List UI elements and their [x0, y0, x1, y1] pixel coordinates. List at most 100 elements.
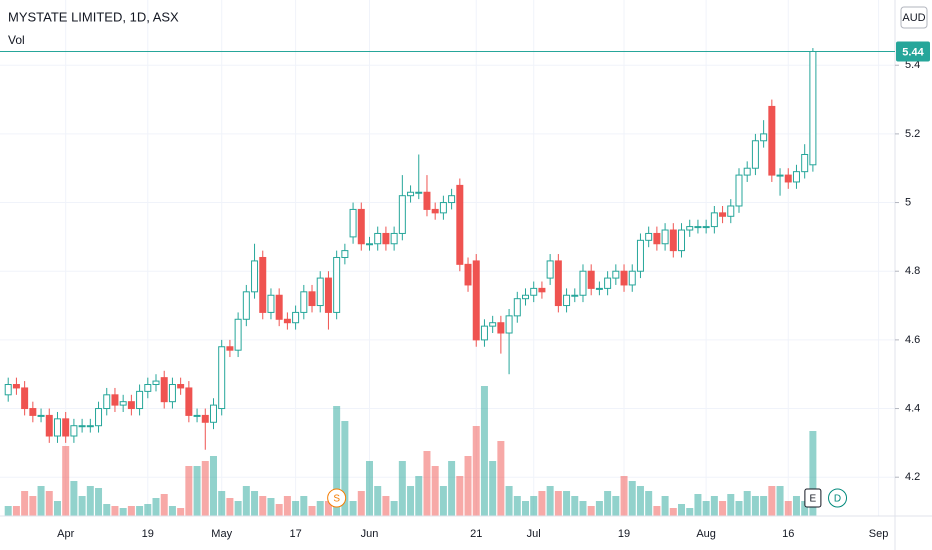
- candle-body: [735, 174, 743, 207]
- volume-bar: [587, 506, 595, 516]
- volume-bar: [751, 496, 759, 516]
- volume-bar: [604, 491, 612, 516]
- chart-title: MYSTATE LIMITED, 1D, ASX: [8, 9, 179, 24]
- y-tick-label: 4.4: [905, 402, 920, 414]
- volume-bar: [612, 496, 620, 516]
- candle-body: [587, 270, 595, 289]
- candle-body: [365, 243, 373, 246]
- volume-bar: [242, 486, 250, 516]
- volume-bar: [341, 421, 349, 516]
- candle-body: [472, 260, 480, 341]
- volume-bar: [119, 508, 127, 516]
- candle-body: [341, 250, 349, 258]
- last-price-label: 5.44: [902, 46, 924, 58]
- volume-bar: [480, 386, 488, 516]
- candle-body: [595, 287, 603, 290]
- candle-body: [407, 191, 415, 197]
- volume-bar: [735, 501, 743, 516]
- candle-body: [686, 226, 694, 231]
- volume-bar: [292, 501, 300, 516]
- volume-bar: [472, 426, 480, 516]
- candle-body: [489, 322, 497, 327]
- candle-body: [283, 318, 291, 324]
- candle-body: [193, 414, 201, 417]
- volume-bar: [275, 504, 283, 516]
- x-tick-label: Sep: [869, 528, 889, 540]
- candle-body: [645, 232, 653, 241]
- volume-bar: [464, 456, 472, 516]
- y-tick-label: 5: [905, 196, 911, 208]
- axes: 4.2 4.4 4.6 4.8 5 5.2 5.4 Apr 19 May 17 Jun 21 Jul 19 A…: [0, 41, 930, 540]
- candle-body: [86, 425, 94, 428]
- volume-bar: [37, 486, 45, 516]
- candle-body: [103, 394, 111, 410]
- volume-bar: [53, 501, 61, 516]
- volume-bar: [710, 496, 718, 516]
- candle-body: [37, 414, 45, 417]
- volume-bar: [78, 496, 86, 516]
- candle-body: [185, 387, 193, 416]
- x-tick-label: Jun: [361, 528, 379, 540]
- volume-bar: [234, 501, 242, 516]
- candle-body: [719, 212, 727, 217]
- candle-body: [415, 191, 423, 194]
- volume-pane: [4, 386, 817, 516]
- volume-bar: [136, 506, 144, 516]
- candle-body: [349, 208, 357, 238]
- volume-bar: [95, 488, 103, 516]
- x-tick-label: May: [211, 528, 232, 540]
- volume-bar: [686, 508, 694, 516]
- currency-box[interactable]: [900, 6, 928, 29]
- candle-body: [267, 294, 275, 313]
- candle-body: [760, 133, 768, 142]
- volume-bar: [209, 456, 217, 516]
- x-tick-label: 16: [782, 528, 794, 540]
- event-marker: [804, 488, 822, 508]
- volume-bar: [12, 506, 20, 516]
- event-label: S: [333, 494, 340, 505]
- candle-body: [316, 277, 324, 307]
- volume-bar: [259, 496, 267, 516]
- x-tick-label: 19: [618, 528, 630, 540]
- candle-body: [522, 294, 530, 300]
- candle-body: [382, 232, 390, 245]
- candle-body: [571, 294, 579, 297]
- candle-body: [218, 346, 226, 410]
- candle-body: [209, 404, 217, 423]
- volume-bar: [390, 501, 398, 516]
- x-tick-label: Jul: [527, 528, 541, 540]
- candle-body: [201, 414, 209, 423]
- volume-bar: [365, 461, 373, 516]
- volume-bar: [620, 476, 628, 516]
- volume-bar: [571, 496, 579, 516]
- x-tick-label: Aug: [696, 528, 716, 540]
- volume-bar: [702, 501, 710, 516]
- candle-body: [111, 394, 119, 406]
- currency-label[interactable]: AUD: [902, 12, 925, 24]
- volume-bar: [21, 491, 29, 516]
- candle-body: [792, 171, 800, 183]
- volume-bar: [727, 494, 735, 516]
- volume-bar: [645, 491, 653, 516]
- x-tick-label: 21: [470, 528, 482, 540]
- candle-body: [21, 387, 29, 410]
- volume-bar: [316, 501, 324, 516]
- candle-body: [308, 291, 316, 307]
- candle-body: [53, 418, 61, 437]
- volume-bar: [4, 506, 12, 516]
- volume-bar: [185, 466, 193, 516]
- volume-bar: [522, 501, 530, 516]
- candle-body: [144, 384, 152, 392]
- volume-bar: [111, 506, 119, 516]
- candle-body: [70, 425, 78, 437]
- candle-body: [136, 390, 144, 410]
- volume-bar: [357, 491, 365, 516]
- candle-body: [357, 208, 365, 245]
- volume-bar: [784, 501, 792, 516]
- candle-body: [390, 232, 398, 245]
- candle-body: [727, 205, 735, 217]
- candle-body: [168, 384, 176, 403]
- volume-bar: [431, 466, 439, 516]
- candle-body: [119, 401, 127, 406]
